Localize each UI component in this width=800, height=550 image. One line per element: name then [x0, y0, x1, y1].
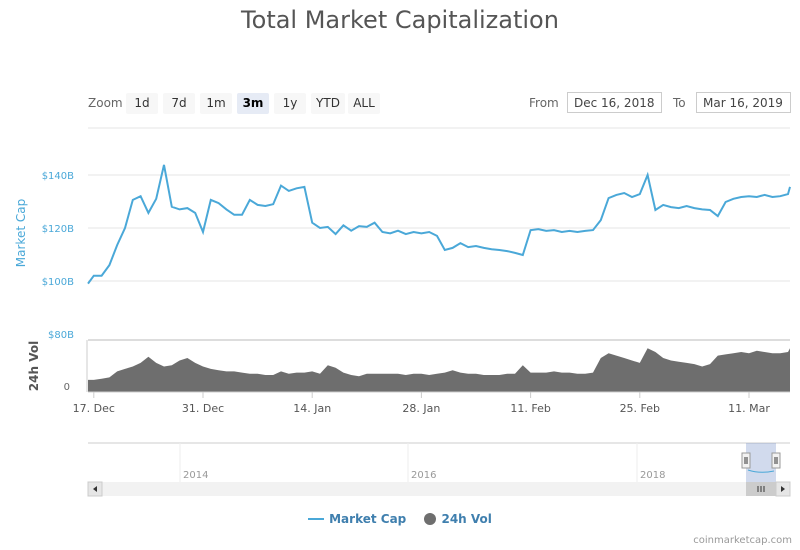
x-tick-label: 11. Feb [510, 402, 550, 415]
x-tick-label: 31. Dec [182, 402, 224, 415]
zoom-button-7d[interactable]: 7d [163, 93, 195, 114]
market-cap-line [87, 164, 791, 285]
y-tick-label: $100B [42, 277, 74, 288]
x-tick-label: 28. Jan [402, 402, 440, 415]
y-axis-title-market-cap: Market Cap [14, 199, 28, 267]
legend-item-volume[interactable]: 24h Vol [424, 511, 492, 526]
y-tick-label: $80B [48, 330, 74, 341]
legend-item-market-cap[interactable]: Market Cap [308, 511, 406, 526]
navigator-selected-range [746, 443, 776, 482]
navigator-tick-label: 2016 [411, 470, 436, 481]
chart-title: Total Market Capitalization [241, 6, 559, 34]
zoom-button-all[interactable]: ALL [348, 93, 380, 114]
y-tick-label: $120B [42, 224, 74, 235]
navigator-tick-label: 2018 [640, 470, 665, 481]
from-label: From [529, 96, 559, 110]
x-tick-label: 14. Jan [293, 402, 331, 415]
zoom-button-1m[interactable]: 1m [200, 93, 232, 114]
zoom-button-3m[interactable]: 3m [237, 93, 269, 114]
x-tick-label: 25. Feb [620, 402, 660, 415]
volume-area [88, 348, 790, 392]
to-date-input[interactable]: Mar 16, 2019 [696, 92, 791, 113]
x-tick-label: 11. Mar [728, 402, 770, 415]
navigator-handle[interactable] [741, 452, 751, 469]
legend: Market Cap 24h Vol [0, 511, 800, 526]
navigator-handle[interactable] [771, 452, 781, 469]
navigator-tick-label: 2014 [183, 470, 208, 481]
x-tick-label: 17. Dec [73, 402, 115, 415]
circle-icon [424, 512, 437, 525]
arrow-right-icon [781, 486, 785, 492]
line-icon [308, 517, 325, 520]
volume-y-tick-label: 0 [64, 382, 70, 393]
zoom-button-1y[interactable]: 1y [274, 93, 306, 114]
credit-link[interactable]: coinmarketcap.com [693, 535, 792, 546]
to-label: To [673, 96, 686, 110]
y-axis-title-volume: 24h Vol [27, 341, 41, 391]
navigator-series [747, 469, 775, 473]
arrow-left-icon [93, 486, 97, 492]
scrollbar-track[interactable] [88, 482, 790, 496]
y-tick-label: $140B [42, 171, 74, 182]
zoom-button-1d[interactable]: 1d [126, 93, 158, 114]
from-date-input[interactable]: Dec 16, 2018 [567, 92, 662, 113]
zoom-button-ytd[interactable]: YTD [311, 93, 345, 114]
zoom-label: Zoom [88, 96, 123, 110]
